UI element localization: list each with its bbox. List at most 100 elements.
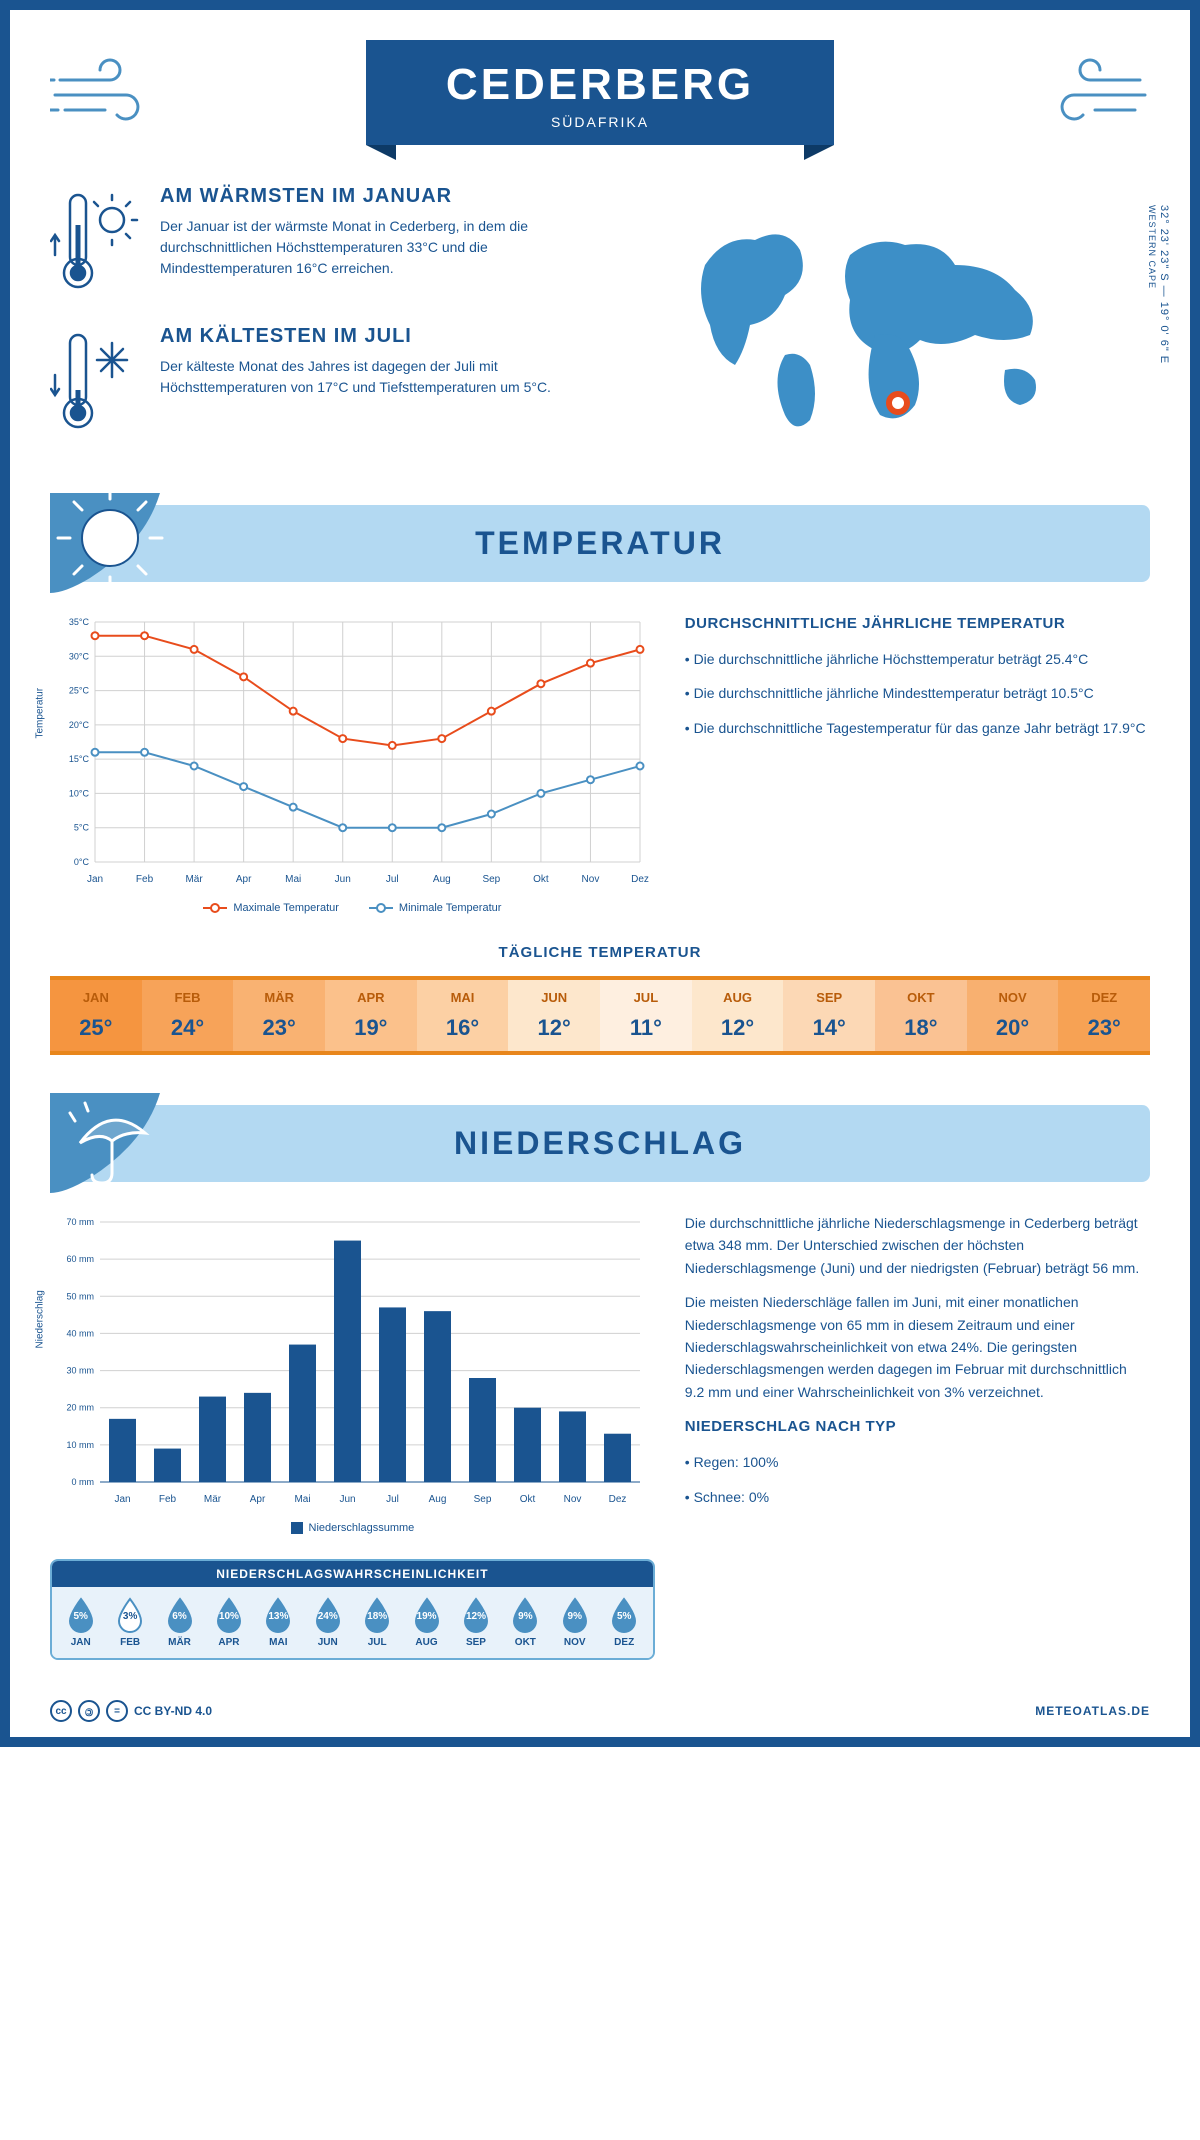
temp-cell: OKT18°	[875, 980, 967, 1051]
svg-text:Apr: Apr	[250, 1494, 266, 1505]
svg-text:35°C: 35°C	[69, 617, 90, 627]
drop-icon: 5%	[67, 1597, 95, 1633]
svg-text:Okt: Okt	[520, 1494, 536, 1505]
drop-icon: 12%	[462, 1597, 490, 1633]
prob-cell: 5% DEZ	[599, 1597, 648, 1648]
svg-text:30°C: 30°C	[69, 651, 90, 661]
precip-chart-svg: 0 mm10 mm20 mm30 mm40 mm50 mm60 mm70 mmJ…	[50, 1212, 650, 1512]
drop-icon: 3%	[116, 1597, 144, 1633]
drop-icon: 24%	[314, 1597, 342, 1633]
svg-text:Okt: Okt	[533, 874, 549, 885]
temp-cell: DEZ23°	[1058, 980, 1150, 1051]
svg-text:10 mm: 10 mm	[66, 1440, 94, 1450]
svg-text:Feb: Feb	[136, 874, 154, 885]
infographic-frame: CEDERBERG SÜDAFRIKA AM	[0, 0, 1200, 1747]
header: CEDERBERG SÜDAFRIKA	[50, 40, 1150, 145]
svg-text:Mai: Mai	[294, 1494, 310, 1505]
prob-cell: 18% JUL	[352, 1597, 401, 1648]
prob-cell: 9% OKT	[501, 1597, 550, 1648]
svg-text:Jan: Jan	[114, 1494, 130, 1505]
site-name: METEOATLAS.DE	[1035, 1704, 1150, 1718]
svg-text:25°C: 25°C	[69, 686, 90, 696]
precipitation-probability: NIEDERSCHLAGSWAHRSCHEINLICHKEIT 5% JAN 3…	[50, 1559, 655, 1660]
svg-text:Aug: Aug	[433, 874, 451, 885]
prob-cell: 6% MÄR	[155, 1597, 204, 1648]
summary-bullet: • Die durchschnittliche jährliche Mindes…	[685, 682, 1150, 704]
temperature-title: TEMPERATUR	[70, 525, 1130, 562]
coldest-text: Der kälteste Monat des Jahres ist dagege…	[160, 356, 580, 398]
temp-cell: MÄR23°	[233, 980, 325, 1051]
temp-chart-svg: 0°C5°C10°C15°C20°C25°C30°C35°CJanFebMärA…	[50, 612, 650, 892]
warmest-title: AM WÄRMSTEN IM JANUAR	[160, 185, 580, 208]
world-map: 32° 23' 23" S — 19° 0' 6" E WESTERN CAPE	[620, 185, 1150, 465]
svg-text:Jun: Jun	[335, 874, 351, 885]
prob-cell: 24% JUN	[303, 1597, 352, 1648]
prob-cell: 12% SEP	[451, 1597, 500, 1648]
drop-icon: 18%	[363, 1597, 391, 1633]
svg-text:Mär: Mär	[204, 1494, 222, 1505]
temp-cell: NOV20°	[967, 980, 1059, 1051]
svg-text:Jul: Jul	[386, 1494, 399, 1505]
svg-text:Sep: Sep	[474, 1494, 492, 1505]
temperature-row: Temperatur 0°C5°C10°C15°C20°C25°C30°C35°…	[50, 612, 1150, 914]
temp-cell: FEB24°	[142, 980, 234, 1051]
wind-icon	[50, 50, 160, 140]
drop-icon: 6%	[166, 1597, 194, 1633]
prob-cell: 13% MAI	[254, 1597, 303, 1648]
wind-icon	[1040, 50, 1150, 140]
svg-text:Jun: Jun	[339, 1494, 355, 1505]
drop-icon: 13%	[264, 1597, 292, 1633]
title-ribbon: CEDERBERG SÜDAFRIKA	[366, 40, 834, 145]
precipitation-row: Niederschlag 0 mm10 mm20 mm30 mm40 mm50 …	[50, 1212, 1150, 1660]
svg-text:0°C: 0°C	[74, 857, 90, 867]
temp-cell: APR19°	[325, 980, 417, 1051]
coordinates: 32° 23' 23" S — 19° 0' 6" E WESTERN CAPE	[1146, 205, 1170, 364]
page-title: CEDERBERG	[446, 60, 754, 110]
temperature-summary: DURCHSCHNITTLICHE JÄHRLICHE TEMPERATUR •…	[685, 612, 1150, 914]
type-bullet: • Regen: 100%	[685, 1451, 1150, 1473]
prob-cell: 10% APR	[204, 1597, 253, 1648]
license: cc 🄯 = CC BY-ND 4.0	[50, 1700, 212, 1722]
footer: cc 🄯 = CC BY-ND 4.0 METEOATLAS.DE	[50, 1700, 1150, 1722]
temp-cell: AUG12°	[692, 980, 784, 1051]
temp-cell: SEP14°	[783, 980, 875, 1051]
svg-text:Aug: Aug	[429, 1494, 447, 1505]
drop-icon: 19%	[413, 1597, 441, 1633]
svg-text:Mär: Mär	[185, 874, 203, 885]
drop-icon: 9%	[511, 1597, 539, 1633]
temp-cell: MAI16°	[417, 980, 509, 1051]
svg-text:Apr: Apr	[236, 874, 252, 885]
intro-section: AM WÄRMSTEN IM JANUAR Der Januar ist der…	[50, 185, 1150, 465]
svg-text:Feb: Feb	[159, 1494, 177, 1505]
drop-icon: 10%	[215, 1597, 243, 1633]
temp-cell: JUL11°	[600, 980, 692, 1051]
legend-min: Minimale Temperatur	[369, 902, 502, 914]
cc-icon: cc	[50, 1700, 72, 1722]
umbrella-icon	[50, 1093, 180, 1203]
drop-icon: 5%	[610, 1597, 638, 1633]
temp-cell: JUN12°	[508, 980, 600, 1051]
precipitation-banner: NIEDERSCHLAG	[50, 1105, 1150, 1182]
by-icon: 🄯	[78, 1700, 100, 1722]
svg-text:20°C: 20°C	[69, 720, 90, 730]
svg-text:Mai: Mai	[285, 874, 301, 885]
thermometer-snow-icon	[50, 325, 140, 435]
svg-text:Jul: Jul	[386, 874, 399, 885]
svg-text:0 mm: 0 mm	[72, 1477, 95, 1487]
svg-text:15°C: 15°C	[69, 754, 90, 764]
prob-cell: 5% JAN	[56, 1597, 105, 1648]
svg-text:Nov: Nov	[564, 1494, 582, 1505]
svg-text:60 mm: 60 mm	[66, 1254, 94, 1264]
svg-text:70 mm: 70 mm	[66, 1217, 94, 1227]
svg-text:30 mm: 30 mm	[66, 1366, 94, 1376]
svg-text:Sep: Sep	[482, 874, 500, 885]
thermometer-sun-icon	[50, 185, 140, 295]
warmest-fact: AM WÄRMSTEN IM JANUAR Der Januar ist der…	[50, 185, 580, 295]
prob-cell: 3% FEB	[105, 1597, 154, 1648]
svg-text:Dez: Dez	[631, 874, 649, 885]
page-subtitle: SÜDAFRIKA	[446, 114, 754, 130]
daily-temperature: TÄGLICHE TEMPERATUR JAN25° FEB24° MÄR23°…	[50, 944, 1150, 1055]
prob-cell: 19% AUG	[402, 1597, 451, 1648]
summary-bullet: • Die durchschnittliche Tagestemperatur …	[685, 717, 1150, 739]
coldest-fact: AM KÄLTESTEN IM JULI Der kälteste Monat …	[50, 325, 580, 435]
